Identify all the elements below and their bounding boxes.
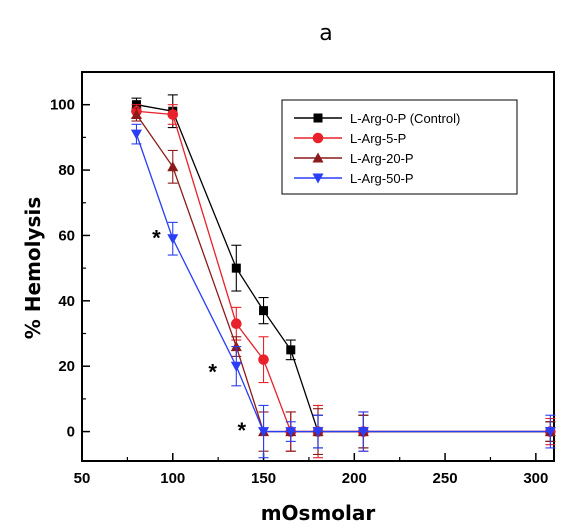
x-tick-label: 250	[433, 470, 458, 487]
data-point	[258, 354, 269, 365]
series-4	[130, 123, 556, 459]
data-point	[167, 161, 179, 172]
x-axis-title: mOsmolar	[261, 501, 376, 525]
legend-marker	[312, 152, 324, 163]
data-point	[544, 427, 556, 438]
axis-ticks	[81, 103, 537, 461]
data-point	[286, 345, 296, 355]
x-tick-label: 300	[523, 470, 548, 487]
legend-entry: L-Arg-5-P	[294, 131, 406, 146]
data-point	[357, 427, 369, 438]
plot-frame	[81, 71, 555, 462]
x-tick-label: 150	[251, 470, 276, 487]
data-point	[130, 108, 142, 119]
y-tick-label: 20	[58, 358, 75, 375]
legend-marker	[313, 113, 323, 123]
legend-entry: L-Arg-0-P (Control)	[294, 111, 460, 126]
x-tick-label: 200	[342, 470, 367, 487]
y-tick-label: 60	[58, 227, 75, 244]
significance-asterisk: *	[208, 359, 217, 384]
data-point	[258, 427, 270, 438]
data-point	[285, 427, 297, 438]
data-point	[130, 129, 142, 140]
legend-marker	[312, 132, 324, 144]
series-line	[135, 133, 551, 433]
significance-asterisk: *	[152, 225, 161, 250]
significance-asterisk: *	[237, 418, 246, 443]
axis-tick-labels: 50 100 150 200 250 300 0 20 40 60 80 100	[50, 97, 548, 487]
y-tick-label: 80	[58, 162, 75, 179]
annotations: * * *	[152, 225, 246, 443]
y-axis-title: % Hemolysis	[21, 197, 45, 339]
data-point	[167, 109, 179, 120]
legend-label: L-Arg-20-P	[350, 151, 414, 166]
legend-marker	[312, 173, 324, 184]
y-tick-label: 0	[67, 424, 75, 441]
data-point	[230, 361, 242, 372]
legend-entry: L-Arg-20-P	[294, 151, 414, 166]
y-tick-label: 100	[50, 97, 75, 114]
y-tick-label: 40	[58, 293, 75, 310]
legend-label: L-Arg-0-P (Control)	[350, 111, 460, 126]
data-point	[259, 306, 269, 316]
data-point	[167, 234, 179, 245]
legend-label: L-Arg-50-P	[350, 171, 414, 186]
data-point	[312, 427, 324, 438]
legend-entry: L-Arg-50-P	[294, 171, 414, 186]
x-tick-label: 50	[74, 470, 91, 487]
legend-label: L-Arg-5-P	[350, 131, 406, 146]
series-group	[130, 94, 556, 459]
legend: L-Arg-0-P (Control) L-Arg-5-P L-Arg-20-P L-…	[281, 99, 518, 195]
x-tick-label: 100	[160, 470, 185, 487]
data-point	[231, 318, 242, 330]
data-point	[231, 263, 241, 273]
chart-title: a	[319, 21, 332, 46]
